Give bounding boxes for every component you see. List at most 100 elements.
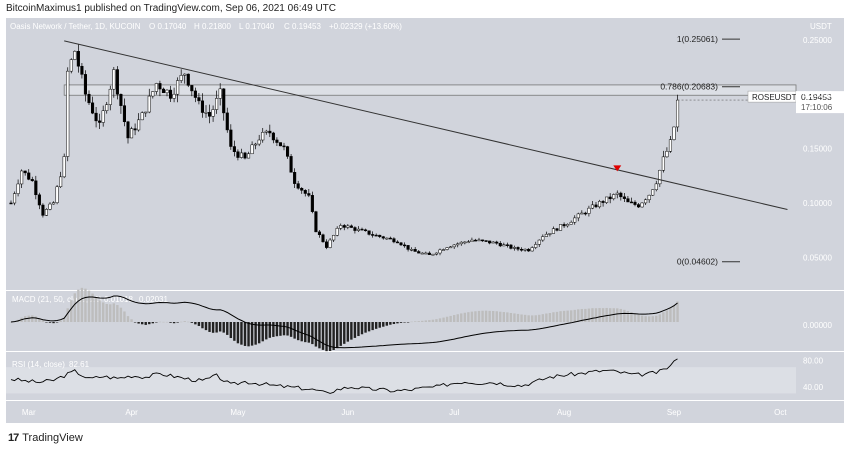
candle — [473, 239, 478, 242]
candle — [207, 112, 212, 117]
candle — [576, 213, 580, 219]
macd-histogram-bar — [467, 312, 470, 322]
ohlc-close: C 0.19453 — [284, 22, 321, 31]
candle — [356, 228, 361, 231]
macd-histogram-bar — [598, 308, 601, 322]
candle — [640, 202, 644, 208]
macd-histogram-bar — [481, 310, 484, 322]
candle — [665, 151, 669, 158]
candle — [661, 156, 665, 171]
macd-histogram-bar — [289, 322, 293, 337]
candle — [590, 204, 595, 209]
macd-histogram-bar — [630, 312, 633, 322]
candle — [587, 207, 591, 214]
candle — [342, 225, 346, 228]
candle — [388, 237, 392, 240]
x-tick-label: Sep — [667, 408, 682, 417]
candle — [548, 233, 552, 235]
macd-histogram-bar — [70, 300, 73, 322]
last-price-countdown: 17:10:06 — [801, 103, 833, 112]
macd-histogram-bar — [222, 322, 225, 333]
macd-histogram-bar — [286, 322, 289, 336]
macd-histogram-bar — [77, 289, 80, 322]
publish-info: BitcoinMaximus1 published on TradingView… — [6, 3, 337, 14]
candle — [367, 230, 371, 235]
price-axis-bg — [796, 18, 844, 400]
rsi-tick-label: 80.00 — [803, 357, 824, 366]
macd-histogram-bar — [119, 307, 123, 322]
candle — [413, 249, 417, 252]
macd-histogram-bar — [314, 322, 318, 347]
candle — [544, 233, 548, 237]
macd-histogram-bar — [91, 293, 94, 322]
candle — [23, 170, 27, 174]
candle — [254, 143, 258, 146]
candle — [395, 241, 400, 244]
macd-histogram-bar — [601, 308, 605, 322]
macd-histogram-bar — [580, 308, 584, 322]
candle — [250, 144, 254, 155]
candle — [27, 172, 31, 180]
macd-histogram-bar — [566, 310, 569, 322]
macd-histogram-bar — [158, 321, 162, 323]
candle — [470, 239, 474, 243]
candle — [115, 69, 119, 95]
macd-histogram-bar — [162, 321, 165, 323]
candle — [434, 252, 439, 255]
macd-histogram-bar — [304, 322, 307, 343]
candle — [374, 234, 378, 237]
macd-histogram-bar — [187, 321, 190, 323]
candle — [410, 249, 414, 251]
candle — [222, 88, 226, 114]
macd-histogram-bar — [243, 322, 247, 346]
x-tick-label: May — [230, 408, 245, 417]
macd-histogram-bar — [272, 322, 275, 337]
candle — [119, 93, 123, 106]
macd-histogram-bar — [403, 322, 406, 323]
macd-histogram-bar — [442, 317, 445, 322]
candle — [321, 234, 325, 243]
macd-histogram-bar — [183, 321, 186, 322]
candle — [158, 83, 162, 90]
trendline — [64, 40, 788, 210]
candle — [264, 130, 268, 133]
candle — [488, 240, 492, 244]
candle — [530, 247, 534, 252]
candle — [275, 139, 279, 143]
macd-histogram-bar — [491, 310, 495, 322]
candle — [239, 152, 244, 158]
macd-histogram-bar — [587, 308, 591, 322]
candle — [87, 93, 91, 104]
candle — [353, 227, 357, 231]
macd-histogram-bar — [612, 308, 615, 322]
macd-histogram-bar — [350, 322, 353, 340]
macd-histogram-bar — [605, 307, 608, 322]
candle — [534, 244, 538, 248]
macd-histogram-bar — [346, 322, 350, 342]
candle — [459, 241, 463, 245]
candle — [594, 204, 598, 208]
macd-histogram-bar — [396, 322, 399, 324]
macd-histogram-bar — [495, 311, 498, 322]
macd-histogram-bar — [261, 322, 264, 342]
candle — [126, 121, 130, 139]
macd-histogram-bar — [520, 314, 523, 322]
currency-label: USDT — [810, 22, 832, 31]
rsi-panel-bg — [6, 352, 796, 400]
macd-histogram-bar — [424, 320, 428, 322]
candle — [176, 80, 180, 95]
candle — [541, 236, 545, 241]
macd-histogram-bar — [399, 322, 403, 323]
candle — [122, 105, 127, 123]
candle — [619, 192, 623, 198]
macd-histogram-bar — [204, 322, 208, 331]
macd-histogram-bar — [201, 322, 204, 329]
macd-histogram-bar — [421, 320, 424, 322]
candle — [402, 244, 407, 247]
candle — [644, 199, 648, 204]
chart-area[interactable]: Oasis Network / Tether, 1D, KUCOIN O 0.1… — [6, 18, 844, 423]
macd-histogram-bar — [38, 318, 41, 322]
macd-histogram-bar — [594, 308, 598, 322]
candle — [555, 228, 559, 231]
candle — [271, 132, 275, 141]
